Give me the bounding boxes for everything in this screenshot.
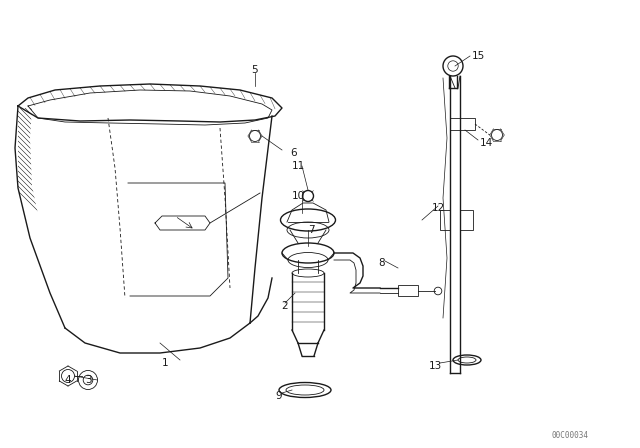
Text: 15: 15 <box>472 51 485 61</box>
Text: 11: 11 <box>292 161 305 171</box>
Text: 3: 3 <box>84 375 92 385</box>
Text: 5: 5 <box>252 65 259 75</box>
Text: 12: 12 <box>432 203 445 213</box>
Text: 00C00034: 00C00034 <box>551 431 588 440</box>
Text: 7: 7 <box>308 225 315 235</box>
Text: 13: 13 <box>429 361 442 371</box>
Text: 4: 4 <box>65 375 71 385</box>
Text: 8: 8 <box>379 258 385 268</box>
Text: 14: 14 <box>480 138 493 148</box>
Text: 10: 10 <box>292 191 305 201</box>
Text: 1: 1 <box>162 358 168 368</box>
Text: 2: 2 <box>282 301 288 311</box>
Text: 6: 6 <box>290 148 296 158</box>
Text: 9: 9 <box>275 391 282 401</box>
